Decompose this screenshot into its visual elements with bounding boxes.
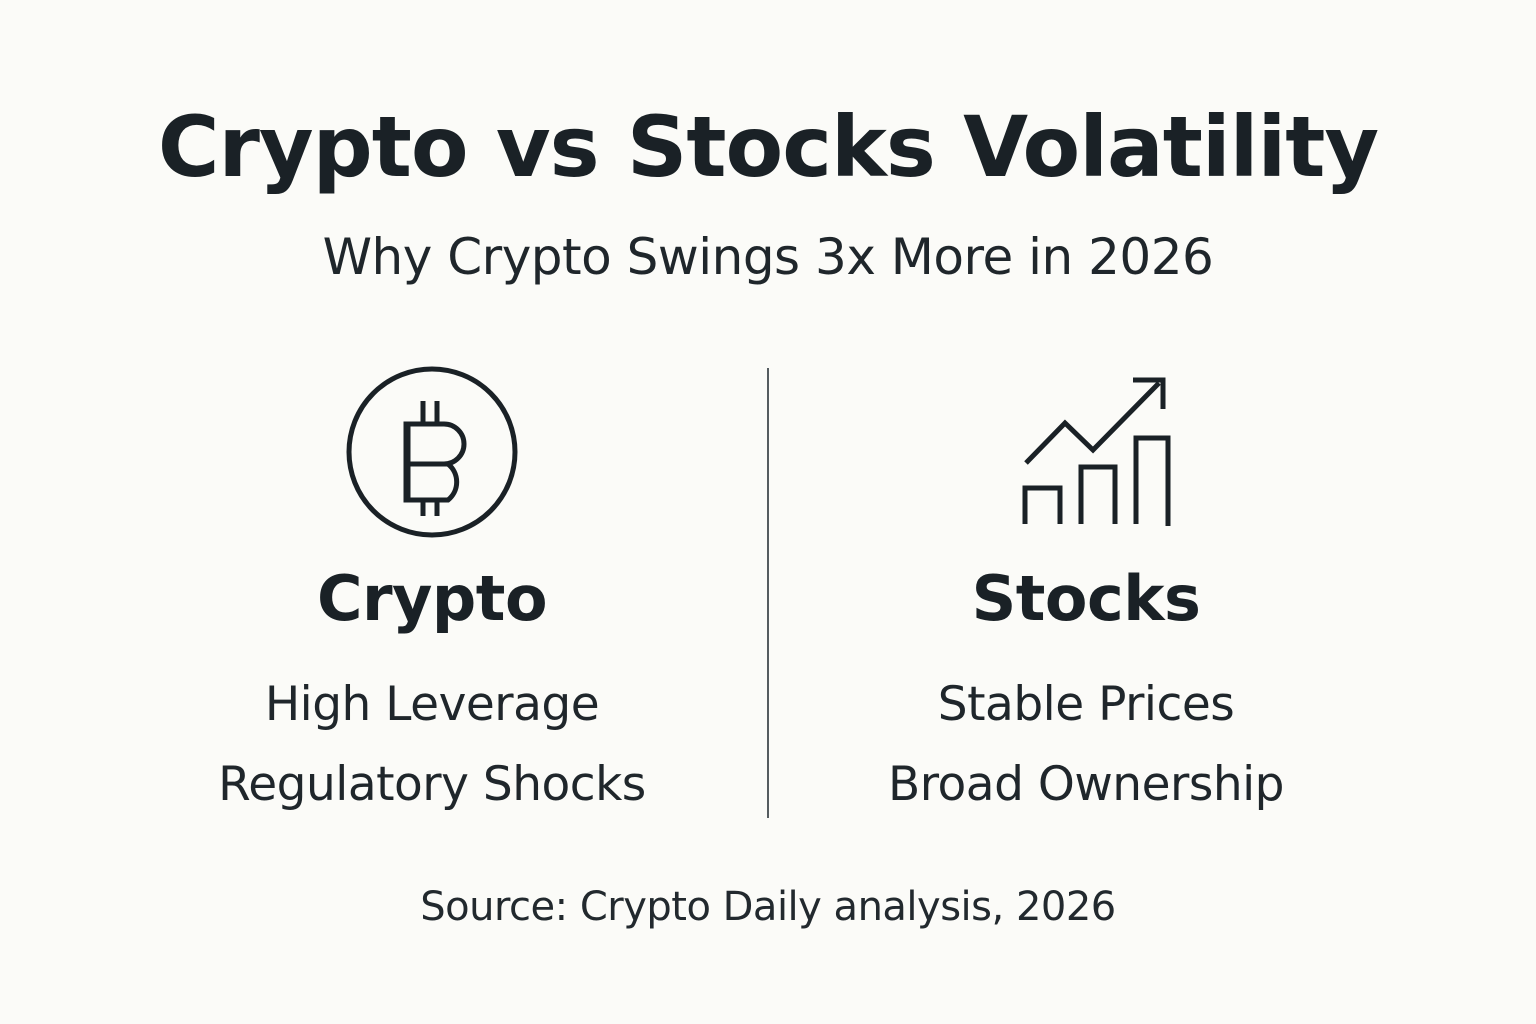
stocks-point-1: Stable Prices xyxy=(937,677,1235,732)
page-title: Crypto vs Stocks Volatility xyxy=(157,98,1379,196)
crypto-title: Crypto xyxy=(316,562,548,635)
stocks-point-2: Broad Ownership xyxy=(888,757,1285,812)
page-subtitle: Why Crypto Swings 3x More in 2026 xyxy=(322,228,1214,286)
crypto-point-1: High Leverage xyxy=(264,677,600,732)
crypto-point-2: Regulatory Shocks xyxy=(218,757,646,812)
source-note: Source: Crypto Daily analysis, 2026 xyxy=(420,884,1116,930)
crypto-column: Crypto High Leverage Regulatory Shocks xyxy=(122,360,742,825)
stocks-column: Stocks Stable Prices Broad Ownership xyxy=(776,360,1396,825)
bitcoin-icon xyxy=(346,366,518,538)
column-divider xyxy=(767,368,769,818)
stocks-title: Stocks xyxy=(971,562,1201,635)
chart-growth-icon xyxy=(1022,377,1171,526)
